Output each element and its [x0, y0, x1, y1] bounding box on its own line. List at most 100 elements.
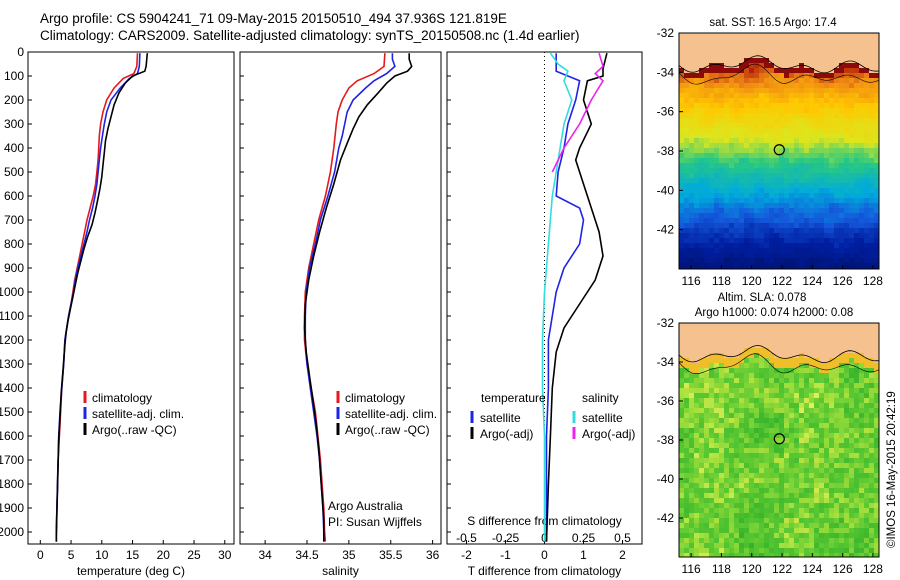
sla-map: 116 118 120 122 124 126 128 -32 -34 -36 -38 -40 -42 A…	[657, 292, 884, 576]
map-title: sat. SST: 16.5 Argo: 17.4	[709, 17, 837, 29]
x-axis-label: temperature (deg C)	[77, 564, 185, 578]
x-tick-label: 34.5	[295, 548, 319, 562]
y-tick-label: 1300	[0, 357, 24, 371]
y-tick-label: -36	[657, 105, 675, 119]
x-tick-label: 116	[682, 562, 701, 576]
x-tick-label: 30	[218, 548, 232, 562]
float-marker	[773, 433, 785, 445]
map-field	[679, 323, 879, 557]
y-tick-label: 1500	[0, 405, 24, 419]
plot-frame	[239, 51, 442, 545]
x-tick-label: 20	[157, 548, 171, 562]
y-tick-label: 900	[4, 261, 24, 275]
y-tick-label: -36	[657, 394, 675, 408]
series-line	[545, 53, 585, 542]
legend-entry: Argo(..raw -QC)	[92, 423, 177, 437]
series-line	[304, 53, 396, 542]
map-title: Altim. SLA: 0.078	[718, 292, 807, 304]
x-tick-label: 10	[95, 548, 109, 562]
legend-entry: satellite	[480, 411, 521, 425]
plot-frame	[27, 51, 235, 545]
x-tick-label: 122	[772, 274, 792, 288]
y-tick-label: -34	[657, 355, 675, 369]
annotation-text: Argo Australia	[328, 499, 403, 513]
difference-panel: -2 -1 0 1 2 T difference from climatology -0.5…	[446, 51, 643, 578]
top-x-tick-label: 0.25	[572, 531, 596, 545]
x-tick-label: 35	[342, 548, 356, 562]
y-tick-label: 200	[4, 93, 24, 107]
y-tick-label: -32	[657, 26, 675, 40]
y-tick-label: 1400	[0, 381, 24, 395]
chart-title-line-1: Argo profile: CS 5904241_71 09-May-2015 …	[40, 11, 507, 26]
y-tick-label: 1800	[0, 477, 24, 491]
shelf-contour	[679, 353, 879, 375]
coastline	[679, 55, 879, 74]
map-subtitle: Argo h1000: 0.074 h2000: 0.08	[695, 307, 854, 319]
legend-entry: satellite-adj. clim.	[92, 407, 184, 421]
series-line	[541, 52, 573, 542]
series-line	[303, 53, 413, 542]
series-line	[55, 53, 139, 542]
x-tick-label: 116	[682, 274, 701, 288]
y-tick-label: -34	[657, 65, 675, 79]
y-tick-label: 800	[4, 237, 24, 251]
series-line	[55, 53, 141, 542]
series-line	[55, 53, 149, 542]
x-tick-label: 0	[37, 548, 44, 562]
salinity-panel: 34 34.5 35 35.5 36 salinity climatology satelli…	[239, 51, 442, 578]
y-tick-label: -32	[657, 316, 675, 330]
top-x-tick-label: -0.5	[456, 531, 477, 545]
x-tick-label: 0	[541, 548, 548, 562]
legend-entry: climatology	[345, 391, 405, 405]
y-tick-label: 600	[4, 189, 24, 203]
legend-entry: satellite	[582, 411, 623, 425]
x-tick-label: 120	[742, 274, 762, 288]
y-tick-label: 1200	[0, 333, 24, 347]
legend-title-temperature: temperature	[481, 391, 546, 405]
x-tick-label: 36	[426, 548, 440, 562]
x-tick-label: 118	[712, 274, 731, 288]
y-tick-label: 400	[4, 141, 24, 155]
y-tick-label: 1900	[0, 501, 24, 515]
x-tick-label: 128	[863, 274, 883, 288]
x-axis-label: T difference from climatology	[468, 564, 622, 578]
x-tick-label: 122	[772, 562, 792, 576]
y-tick-label: 1600	[0, 429, 24, 443]
x-tick-label: 124	[802, 562, 822, 576]
legend-title-salinity: salinity	[582, 391, 619, 405]
y-tick-label: 1100	[0, 309, 24, 323]
coastline	[679, 345, 879, 364]
legend-entry: Argo(-adj)	[480, 427, 533, 441]
annotation-text: PI: Susan Wijffels	[328, 515, 422, 529]
legend-entry: satellite-adj. clim.	[345, 407, 437, 421]
x-tick-label: 34	[258, 548, 272, 562]
y-tick-label: 1700	[0, 453, 24, 467]
x-tick-label: 25	[187, 548, 201, 562]
x-tick-label: -2	[461, 548, 472, 562]
x-tick-label: 35.5	[379, 548, 403, 562]
x-tick-label: 126	[833, 274, 853, 288]
y-tick-label: 2000	[0, 525, 24, 539]
y-tick-label: -42	[657, 223, 675, 237]
x-tick-label: 120	[742, 562, 762, 576]
y-tick-label: -42	[657, 511, 675, 525]
x-tick-label: 15	[126, 548, 140, 562]
top-x-tick-label: -0.25	[492, 531, 520, 545]
x-tick-label: 126	[833, 562, 853, 576]
y-tick-label: 700	[4, 213, 24, 227]
y-tick-label: 500	[4, 165, 24, 179]
x-tick-label: -1	[500, 548, 511, 562]
x-tick-label: 5	[68, 548, 75, 562]
y-tick-label: -38	[657, 144, 675, 158]
x-tick-label: 1	[580, 548, 587, 562]
legend-entry: Argo(-adj)	[582, 427, 635, 441]
y-tick-label: 100	[4, 69, 24, 83]
x-tick-label: 128	[863, 562, 883, 576]
sst-map: 116 118 120 122 124 126 128 -32 -34 -36 -38 -40 -42 s…	[657, 17, 884, 288]
y-tick-label: 300	[4, 117, 24, 131]
legend-entry: climatology	[92, 391, 152, 405]
y-tick-label: 0	[17, 45, 24, 59]
x-axis-label: salinity	[322, 564, 359, 578]
y-tick-label: -40	[657, 472, 675, 486]
x-tick-label: 118	[712, 562, 731, 576]
